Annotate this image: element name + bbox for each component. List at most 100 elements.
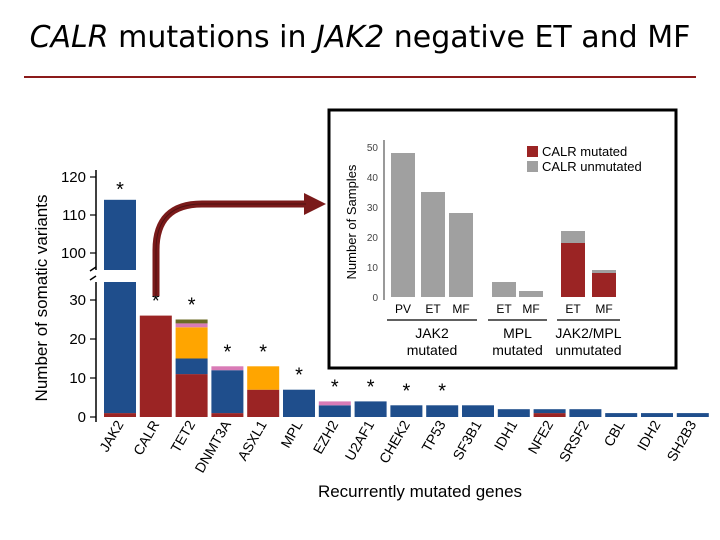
callout-arrow (152, 200, 306, 296)
gene-label: U2AF1 (342, 417, 378, 463)
title-text-a: mutations in (108, 20, 317, 55)
significance-star: * (438, 380, 446, 402)
inset-bar-unmutated (492, 282, 516, 297)
bar-segment-blue (104, 199, 136, 270)
bar-segment-blue (605, 413, 638, 417)
gene-label: IDH1 (491, 417, 521, 453)
inset-category-label: MF (522, 302, 539, 316)
significance-star: * (403, 380, 411, 402)
gene-label: TET2 (167, 417, 198, 455)
significance-star: * (224, 341, 232, 363)
inset-category-label: MF (595, 302, 612, 316)
main-y-tick-label: 120 (61, 169, 86, 186)
title-text-b: negative ET and MF (384, 20, 691, 55)
inset-y-tick-label: 10 (367, 263, 379, 274)
inset-y-tick-label: 50 (367, 143, 379, 154)
inset-bar-unmutated (592, 270, 616, 273)
inset-group-label: mutated (492, 342, 543, 358)
bar-segment-red (175, 374, 208, 417)
inset-y-tick-label: 40 (367, 173, 379, 184)
significance-star: * (188, 295, 196, 317)
significance-star: * (116, 179, 124, 201)
inset-legend-label: CALR unmutated (542, 159, 642, 174)
bar-segment-pink (175, 323, 208, 328)
inset-group-label: JAK2/MPL (555, 325, 621, 341)
inset-legend-swatch (527, 161, 538, 172)
inset-y-tick-label: 30 (367, 203, 379, 214)
inset-bar-unmutated (561, 231, 585, 243)
significance-star: * (367, 376, 375, 398)
inset-category-label: ET (425, 302, 441, 316)
main-y-tick-label: 0 (78, 409, 86, 426)
bar-segment-pink (318, 401, 351, 406)
inset-category-label: ET (496, 302, 512, 316)
gene-label: SF3B1 (449, 417, 484, 462)
inset-category-label: ET (565, 302, 581, 316)
bar-segment-red (533, 413, 566, 417)
inset-category-label: PV (395, 302, 411, 316)
gene-label: CBL (600, 417, 628, 449)
callout-arrowhead (304, 193, 326, 215)
inset-bar-unmutated (449, 213, 473, 297)
bar-segment-pink (211, 366, 244, 371)
inset-y-axis-title: Number of Samples (344, 164, 359, 279)
main-y-tick-label: 20 (69, 331, 86, 348)
gene-label: CHEK2 (376, 417, 413, 466)
bar-segment-orange (247, 366, 280, 390)
inset-bar-mutated (592, 273, 616, 297)
bar-segment-blue (283, 389, 315, 417)
title-calr: CALR (29, 20, 109, 55)
bar-segment-red (104, 413, 136, 417)
inset-category-label: MF (452, 302, 469, 316)
bar-segment-blue (318, 405, 351, 417)
bar-segment-orange (175, 327, 208, 359)
axis-break-mark (89, 266, 97, 281)
inset-y-tick-label: 20 (367, 233, 379, 244)
main-x-axis-title: Recurrently mutated genes (318, 482, 522, 501)
title-jak2: JAK2 (316, 20, 385, 55)
significance-star: * (331, 376, 339, 398)
inset-bar-unmutated (421, 192, 445, 297)
gene-label: JAK2 (96, 417, 127, 454)
significance-star: * (295, 365, 303, 387)
bar-segment-blue (175, 358, 208, 375)
gene-label: TP53 (418, 417, 449, 454)
inset-group-label: JAK2 (415, 325, 449, 341)
gene-label: SH2B3 (663, 417, 699, 464)
slide-title: CALR mutations in JAK2 negative ET and M… (0, 20, 720, 55)
bar-segment-blue (390, 405, 423, 417)
bar-segment-red (247, 389, 280, 417)
main-y-axis-title: Number of somatic variants (32, 195, 51, 402)
gene-label: ASXL1 (234, 417, 270, 463)
bar-segment-blue (641, 413, 673, 417)
gene-label: IDH2 (634, 417, 664, 453)
bar-segment-blue (426, 405, 459, 417)
bar-segment-blue (462, 405, 494, 417)
gene-label: EZH2 (310, 417, 342, 456)
bar-segment-red (139, 315, 172, 417)
inset-group-label: MPL (503, 325, 532, 341)
bar-segment-blue (104, 282, 136, 414)
bar-segment-blue (211, 370, 244, 414)
gene-label: SRSF2 (556, 417, 593, 464)
inset-y-tick-label: 0 (372, 293, 378, 304)
main-y-tick-label: 100 (61, 245, 86, 262)
bar-segment-blue (354, 401, 387, 417)
bar-segment-red (211, 413, 244, 417)
gene-label: NFE2 (524, 417, 556, 456)
bar-segment-blue (569, 409, 602, 417)
inset-bar-unmutated (519, 291, 543, 297)
bar-segment-blue (533, 409, 566, 414)
gene-label: CALR (130, 418, 163, 458)
bar-segment-blue (676, 413, 709, 417)
significance-star: * (259, 341, 267, 363)
significance-star: * (152, 291, 160, 313)
inset-group-label: mutated (407, 342, 458, 358)
gene-label: MPL (277, 417, 305, 450)
callout-arrow-outline (155, 203, 306, 296)
inset-legend-label: CALR mutated (542, 144, 627, 159)
bar-segment-olive (175, 319, 208, 324)
main-bars (104, 199, 709, 417)
inset-frame (327, 108, 678, 370)
